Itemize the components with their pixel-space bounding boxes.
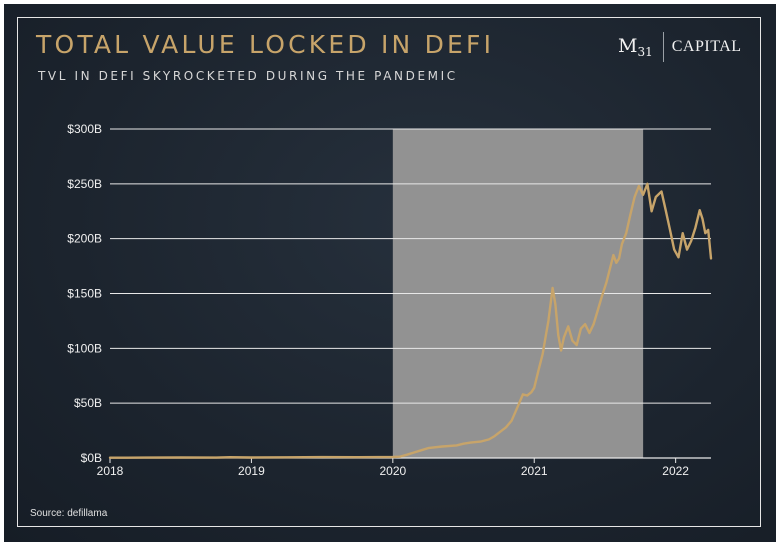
chart-subtitle: TVL IN DEFI SKYROCKETED DURING THE PANDE… bbox=[38, 69, 458, 83]
tvl-series-line bbox=[108, 182, 713, 459]
y-tick-label: $250B bbox=[67, 177, 102, 191]
logo-divider bbox=[662, 32, 664, 62]
y-tick-label: $0B bbox=[81, 451, 102, 465]
y-tick-label: $150B bbox=[67, 287, 102, 301]
x-tick-label: 2020 bbox=[379, 464, 406, 478]
y-tick-label: $200B bbox=[67, 232, 102, 246]
y-axis-labels: $0B $50B $100B $150B $200B $250B $300B bbox=[67, 122, 102, 465]
chart-title: TOTAL VALUE LOCKED IN DEFI bbox=[36, 30, 495, 59]
x-tick-label: 2019 bbox=[238, 464, 265, 478]
logo-brand: M bbox=[618, 35, 638, 57]
inner-frame bbox=[17, 17, 761, 527]
x-tick-label: 2018 bbox=[97, 464, 124, 478]
source-note: Source: defillama bbox=[30, 508, 108, 519]
logo-brand-sub: 31 bbox=[637, 45, 653, 59]
x-tick-label: 2021 bbox=[521, 464, 548, 478]
y-tick-label: $300B bbox=[67, 122, 102, 136]
logo-name: CAPITAL bbox=[671, 38, 742, 55]
logo-mark: M31 bbox=[618, 35, 653, 59]
x-tick-label: 2022 bbox=[662, 464, 689, 478]
series-group bbox=[108, 182, 713, 459]
y-tick-label: $100B bbox=[67, 341, 102, 355]
x-axis: 2018 2019 2020 2021 2022 bbox=[97, 457, 711, 478]
m31-capital-logo: M31 CAPITAL bbox=[618, 32, 742, 62]
gridlines-group bbox=[110, 128, 711, 404]
y-tick-label: $50B bbox=[74, 396, 102, 410]
chart-panel bbox=[4, 4, 776, 542]
